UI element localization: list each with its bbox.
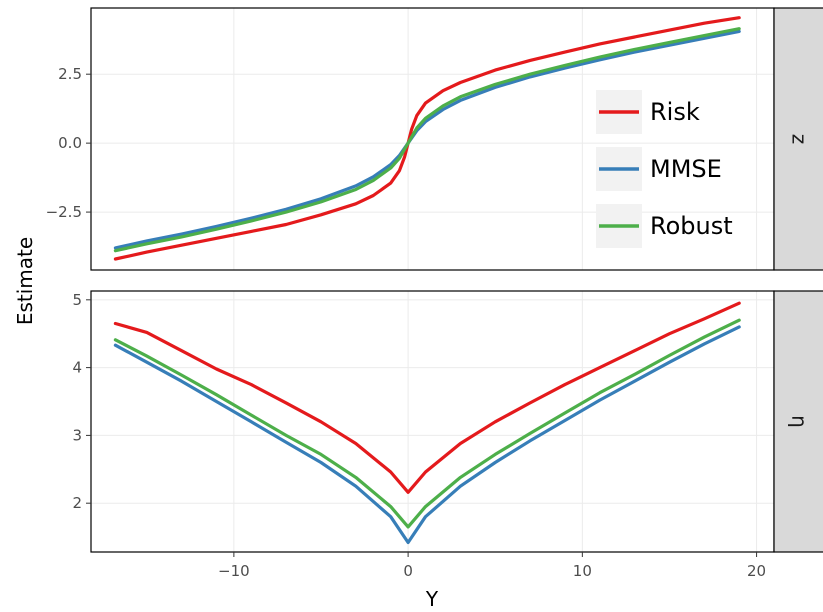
x-tick-label: 10 bbox=[573, 562, 592, 580]
y-tick-label: 0.0 bbox=[58, 134, 82, 152]
series-line-risk bbox=[113, 16, 741, 261]
facet-strip bbox=[773, 7, 823, 271]
series-line-robust bbox=[113, 318, 741, 529]
x-axis-title: Y bbox=[425, 587, 439, 611]
chart-panels: −2.5 0.0 2.5 z 2 3 4 5 η −10 0 10 20 bbox=[46, 7, 823, 580]
y-tick-label: 5 bbox=[72, 291, 82, 309]
facet-strip bbox=[773, 290, 823, 553]
panel-2: 2 3 4 5 η −10 0 10 20 bbox=[72, 290, 823, 580]
legend: Risk MMSE Robust bbox=[596, 90, 733, 248]
series-line-risk bbox=[113, 301, 741, 494]
y-axis-title: Estimate bbox=[13, 237, 37, 325]
legend-label: MMSE bbox=[650, 155, 722, 183]
series-line-mmse bbox=[113, 29, 741, 250]
legend-item-robust: Robust bbox=[596, 204, 733, 248]
panel-1: −2.5 0.0 2.5 z bbox=[46, 7, 823, 271]
legend-item-risk: Risk bbox=[596, 90, 700, 134]
x-tick-label: −10 bbox=[218, 562, 250, 580]
series-line-robust bbox=[113, 27, 741, 253]
series-line-mmse bbox=[113, 325, 741, 545]
facet-strip-label: η bbox=[788, 415, 812, 428]
x-tick-label: 20 bbox=[747, 562, 766, 580]
axis-titles: Y Estimate bbox=[13, 237, 439, 611]
y-tick-label: 4 bbox=[72, 359, 82, 377]
y-tick-label: 3 bbox=[72, 426, 82, 444]
x-tick-label: 0 bbox=[403, 562, 413, 580]
y-tick-label: 2 bbox=[72, 494, 82, 512]
legend-item-mmse: MMSE bbox=[596, 147, 722, 191]
panel-border bbox=[90, 290, 775, 553]
y-tick-label: 2.5 bbox=[58, 65, 82, 83]
facet-strip-label: z bbox=[788, 134, 812, 145]
y-tick-label: −2.5 bbox=[46, 203, 82, 221]
legend-label: Robust bbox=[650, 212, 733, 240]
legend-label: Risk bbox=[650, 98, 700, 126]
